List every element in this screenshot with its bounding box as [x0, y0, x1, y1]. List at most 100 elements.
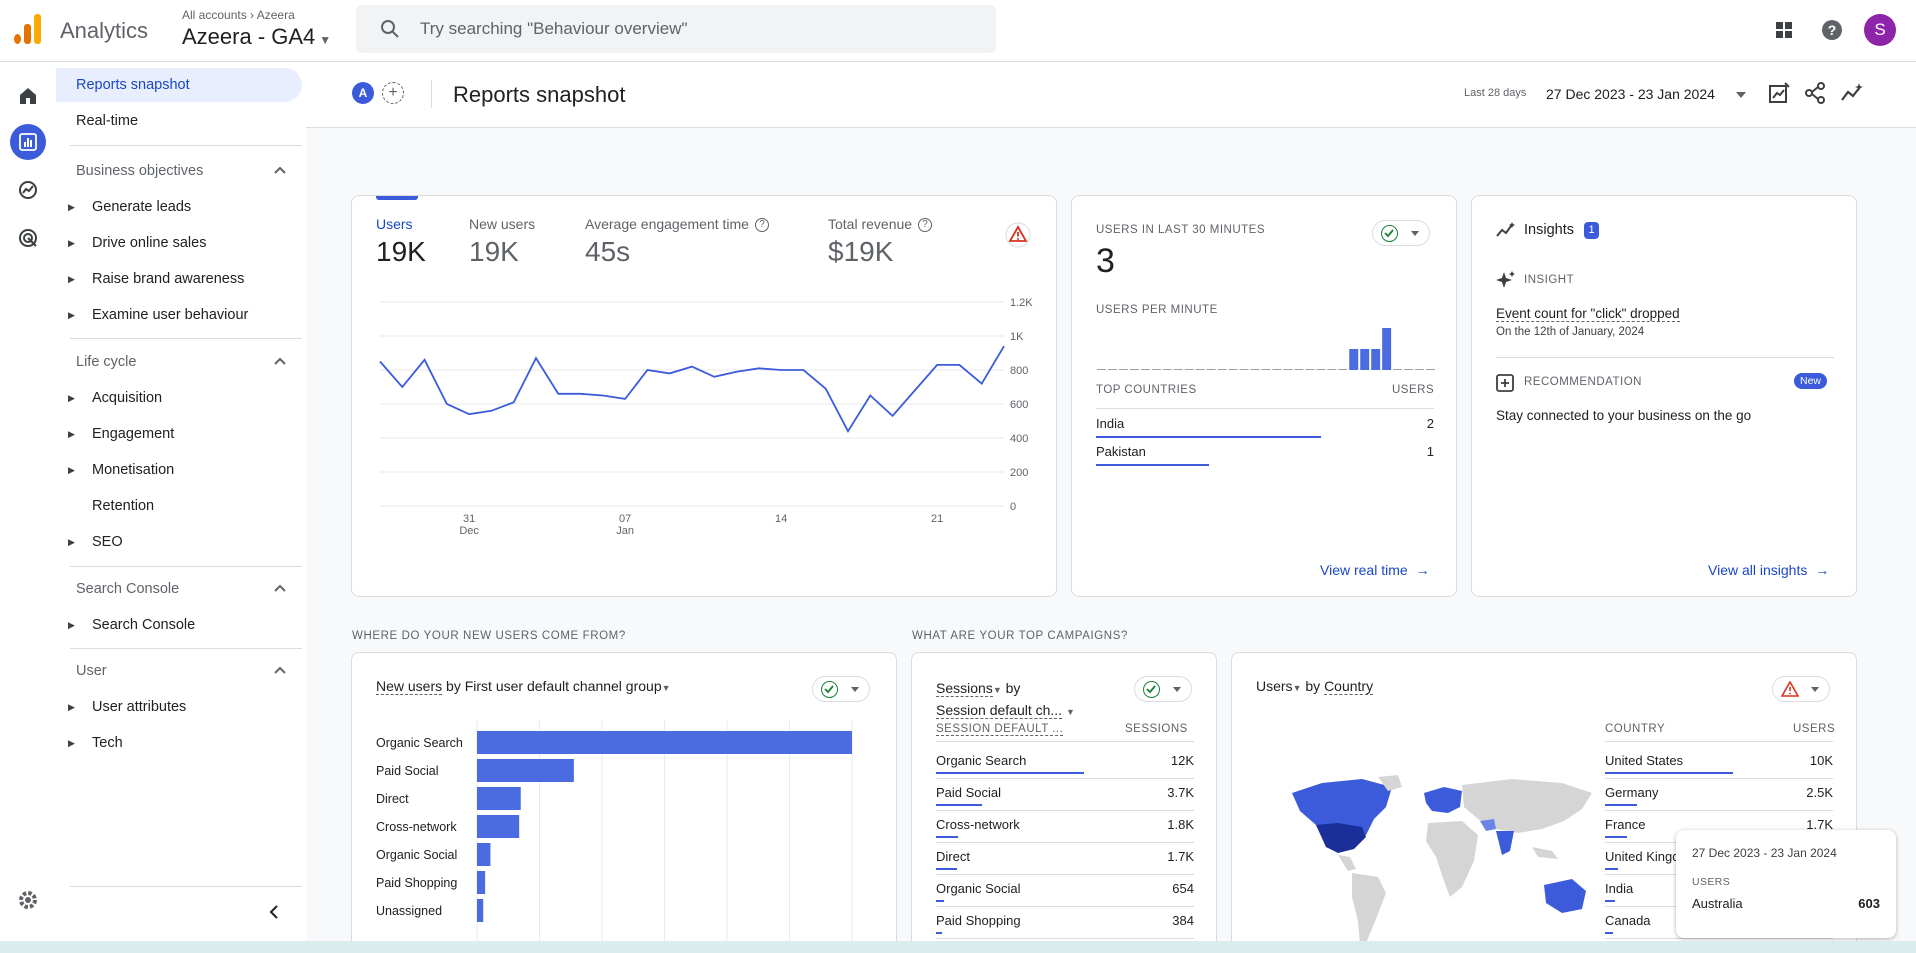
- map-region-middle-east[interactable]: [1480, 819, 1496, 831]
- data-quality-dropdown[interactable]: [1772, 676, 1830, 702]
- dimension-selector[interactable]: Country: [1324, 678, 1374, 695]
- table-row-label[interactable]: Paid Social: [936, 785, 1002, 800]
- recommendation-text[interactable]: Stay connected to your business on the g…: [1496, 408, 1752, 423]
- add-comparison-button[interactable]: +: [382, 82, 404, 104]
- table-row-label[interactable]: Paid Shopping: [936, 913, 1021, 928]
- share-icon[interactable]: [1804, 82, 1826, 104]
- nav-search-console[interactable]: ▶ Search Console: [56, 608, 302, 642]
- minute-bar: [1261, 369, 1271, 370]
- metric-tab-avg-engagement[interactable]: Average engagement time? 45s: [585, 216, 769, 268]
- help-circle-icon[interactable]: ?: [918, 218, 933, 233]
- nav-drive-online-sales[interactable]: ▶ Drive online sales: [56, 226, 302, 260]
- bar-category-label: Paid Social: [376, 764, 439, 778]
- data-quality-dropdown[interactable]: [1134, 676, 1192, 702]
- date-range-picker[interactable]: 27 Dec 2023 - 23 Jan 2024: [1546, 86, 1715, 102]
- home-nav-button[interactable]: [10, 78, 46, 114]
- nav-label: User attributes: [92, 699, 187, 715]
- column-header[interactable]: COUNTRY: [1605, 723, 1666, 735]
- y-tick-label: 0: [1010, 501, 1016, 513]
- new-users-bar-chart: Organic Search Paid Social Direct Cross-net…: [376, 721, 853, 952]
- brand-name: Analytics: [60, 18, 149, 43]
- table-row-label[interactable]: Cross-network: [936, 817, 1020, 832]
- nav-seo[interactable]: ▶ SEO: [56, 525, 302, 559]
- nav-user-attributes[interactable]: ▶ User attributes: [56, 690, 302, 724]
- account-breadcrumb[interactable]: All accounts › Azeera: [182, 8, 295, 22]
- nav-section-life-cycle[interactable]: Life cycle: [56, 345, 302, 379]
- country-card-title[interactable]: Users▼ by Country: [1256, 678, 1374, 695]
- section-label: Life cycle: [76, 354, 137, 370]
- nav-engagement[interactable]: ▶ Engagement: [56, 417, 302, 451]
- customize-report-icon[interactable]: [1768, 82, 1790, 104]
- nav-generate-leads[interactable]: ▶ Generate leads: [56, 190, 302, 224]
- view-real-time-link[interactable]: View real time →: [1320, 562, 1430, 578]
- nav-section-search-console[interactable]: Search Console: [56, 572, 302, 606]
- map-region-europe[interactable]: [1424, 787, 1462, 813]
- data-quality-dropdown[interactable]: [1372, 220, 1430, 246]
- nav-section-business-objectives[interactable]: Business objectives: [56, 154, 302, 188]
- view-all-insights-link[interactable]: View all insights →: [1708, 562, 1829, 578]
- table-row-label[interactable]: France: [1605, 817, 1646, 832]
- metric-tab-users[interactable]: Users 19K: [376, 216, 426, 268]
- nav-reports-snapshot[interactable]: Reports snapshot: [56, 68, 302, 102]
- nav-realtime[interactable]: Real-time: [56, 104, 302, 138]
- settings-gear-icon[interactable]: [16, 888, 40, 912]
- nav-tech[interactable]: ▶ Tech: [56, 726, 302, 760]
- column-header[interactable]: SESSION DEFAULT ...: [936, 723, 1064, 736]
- help-icon[interactable]: ?: [1818, 16, 1846, 44]
- analytics-logo[interactable]: [14, 14, 42, 44]
- insight-text[interactable]: Event count for "click" dropped: [1496, 306, 1680, 322]
- nav-raise-brand-awareness[interactable]: ▶ Raise brand awareness: [56, 262, 302, 296]
- map-region-united-states[interactable]: [1316, 823, 1366, 853]
- world-map[interactable]: [1282, 773, 1612, 953]
- apps-grid-icon[interactable]: [1770, 16, 1798, 44]
- collapse-chevron-left-icon[interactable]: [268, 904, 280, 920]
- column-header[interactable]: SESSIONS: [1125, 723, 1188, 735]
- avatar[interactable]: S: [1864, 14, 1896, 46]
- table-row-label[interactable]: Germany: [1605, 785, 1659, 800]
- property-selector[interactable]: Azeera - GA4 ▼: [182, 24, 331, 50]
- nav-section-user[interactable]: User: [56, 654, 302, 688]
- breadcrumb-root[interactable]: All accounts: [182, 8, 247, 22]
- campaigns-card-title[interactable]: Sessions▼ by Session default ch... ▼: [936, 678, 1075, 722]
- table-row-label[interactable]: Organic Social: [936, 881, 1021, 896]
- metric-tab-new-users[interactable]: New users 19K: [469, 216, 535, 268]
- nav-monetisation[interactable]: ▶ Monetisation: [56, 453, 302, 487]
- nav-acquisition[interactable]: ▶ Acquisition: [56, 381, 302, 415]
- search-box[interactable]: [356, 5, 996, 53]
- table-row-label[interactable]: Direct: [936, 849, 970, 864]
- tooltip-value: 603: [1858, 896, 1880, 911]
- help-circle-icon[interactable]: ?: [754, 218, 769, 233]
- explore-nav-button[interactable]: [10, 172, 46, 208]
- table-row-label[interactable]: Organic Search: [936, 753, 1027, 768]
- table-row-label[interactable]: Canada: [1605, 913, 1651, 928]
- table-row-value: 654: [1172, 881, 1194, 896]
- metric-selector[interactable]: Users: [1256, 678, 1293, 694]
- reports-nav-button[interactable]: [10, 124, 46, 160]
- dimension-selector[interactable]: First user default channel group: [464, 678, 662, 694]
- map-region-india[interactable]: [1496, 831, 1514, 855]
- nav-retention[interactable]: Retention: [56, 489, 302, 523]
- nav-examine-user-behaviour[interactable]: ▶ Examine user behaviour: [56, 298, 302, 332]
- table-row-label[interactable]: India: [1605, 881, 1634, 896]
- table-row-label[interactable]: United States: [1605, 753, 1684, 768]
- insights-sparkline-icon[interactable]: [1840, 82, 1864, 104]
- data-quality-dropdown[interactable]: [812, 676, 870, 702]
- metric-selector[interactable]: Sessions: [936, 680, 993, 697]
- search-input[interactable]: [420, 17, 960, 41]
- metric-selector[interactable]: New users: [376, 678, 443, 695]
- column-header[interactable]: USERS: [1793, 723, 1836, 735]
- new-users-card-title[interactable]: New users by First user default channel …: [376, 678, 671, 695]
- table-row-bar: [936, 900, 945, 902]
- map-region-australia[interactable]: [1544, 879, 1586, 913]
- warning-icon[interactable]: [1005, 222, 1031, 248]
- table-row-label[interactable]: United Kingdom: [1605, 849, 1698, 864]
- metric-tab-total-revenue[interactable]: Total revenue? $19K: [828, 216, 933, 268]
- map-region-north-america[interactable]: [1292, 779, 1392, 851]
- metric-label: Total revenue: [828, 216, 913, 232]
- advertising-nav-button[interactable]: [10, 220, 46, 256]
- comparison-chip[interactable]: A: [352, 82, 374, 104]
- caret-down-icon[interactable]: [1736, 92, 1746, 98]
- link-label: View all insights: [1708, 562, 1808, 578]
- breadcrumb-account[interactable]: Azeera: [256, 8, 295, 22]
- dimension-selector[interactable]: Session default ch...: [936, 702, 1063, 719]
